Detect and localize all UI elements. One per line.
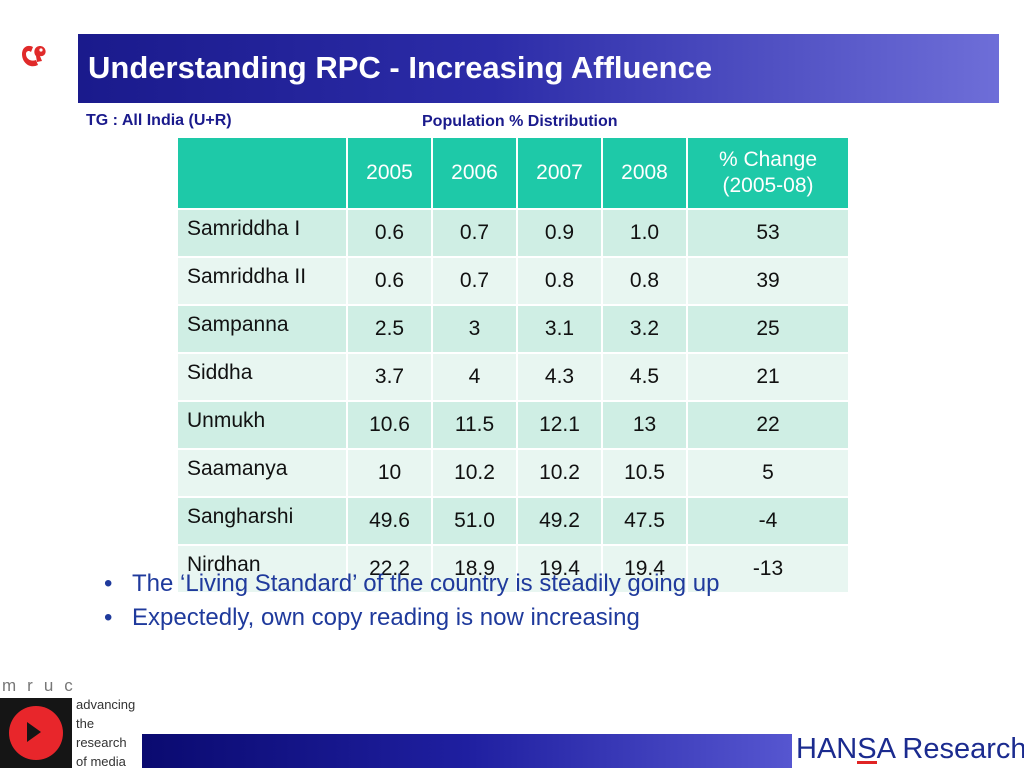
population-distribution-table: 2005 2006 2007 2008 % Change (2005-08) Sa… [176, 136, 850, 594]
tagline-line: research [76, 735, 127, 750]
header-cell-2008: 2008 [601, 136, 688, 210]
mruc-tagline: advancing the research of media [76, 695, 135, 771]
mruc-wordmark: mruc [2, 676, 84, 695]
value-cell: 0.6 [346, 208, 433, 258]
value-cell: 4.3 [516, 352, 603, 402]
change-cell: -13 [686, 544, 850, 594]
value-cell: 19.4 [601, 544, 688, 594]
segment-cell: Siddha [176, 352, 348, 402]
change-cell: 53 [686, 208, 850, 258]
bullet-item: • The ‘Living Standard’ of the country is… [104, 570, 719, 598]
header-cell-segment [176, 136, 348, 210]
value-cell: 0.8 [516, 256, 603, 306]
change-header-line-2: (2005-08) [722, 174, 814, 197]
value-cell: 10.2 [516, 448, 603, 498]
segment-cell: Sampanna [176, 304, 348, 354]
value-cell: 10.6 [346, 400, 433, 450]
value-cell: 0.7 [431, 256, 518, 306]
value-cell: 49.2 [516, 496, 603, 546]
segment-cell: Sangharshi [176, 496, 348, 546]
bullet-item: • Expectedly, own copy reading is now inc… [104, 604, 719, 632]
value-cell: 0.7 [431, 208, 518, 258]
table-row: Samriddha II 0.6 0.7 0.8 0.8 39 [176, 256, 850, 306]
change-cell: -4 [686, 496, 850, 546]
value-cell: 3.1 [516, 304, 603, 354]
value-cell: 49.6 [346, 496, 433, 546]
play-triangle-icon [27, 722, 41, 742]
slide-title: Understanding RPC - Increasing Affluence [88, 50, 713, 85]
bullet-list: • The ‘Living Standard’ of the country is… [104, 570, 719, 638]
header-cell-change: % Change (2005-08) [686, 136, 850, 210]
segment-cell: Samriddha I [176, 208, 348, 258]
header-cell-2005: 2005 [346, 136, 433, 210]
header-cell-2007: 2007 [516, 136, 603, 210]
value-cell: 10.5 [601, 448, 688, 498]
hansa-research-logo: HANSA Research [796, 733, 1024, 766]
table-row: Sangharshi 49.6 51.0 49.2 47.5 -4 [176, 496, 850, 546]
segment-cell: Saamanya [176, 448, 348, 498]
tagline-line: the [76, 716, 95, 731]
change-cell: 5 [686, 448, 850, 498]
value-cell: 4.5 [601, 352, 688, 402]
red-bird-logo-icon [22, 45, 46, 67]
table-row: Sampanna 2.5 3 3.1 3.2 25 [176, 304, 850, 354]
value-cell: 10 [346, 448, 433, 498]
footer-bar [142, 734, 792, 768]
change-cell: 25 [686, 304, 850, 354]
value-cell: 3 [431, 304, 518, 354]
table-caption: Population % Distribution [422, 113, 618, 130]
value-cell: 22.2 [346, 544, 433, 594]
value-cell: 11.5 [431, 400, 518, 450]
value-cell: 13 [601, 400, 688, 450]
change-cell: 39 [686, 256, 850, 306]
title-bar: Understanding RPC - Increasing Affluence [78, 34, 999, 103]
tagline-line: advancing [76, 697, 136, 712]
target-group-label: TG : All India (U+R) [86, 112, 232, 129]
value-cell: 3.2 [601, 304, 688, 354]
table-row: Siddha 3.7 4 4.3 4.5 21 [176, 352, 850, 402]
value-cell: 4 [431, 352, 518, 402]
value-cell: 0.9 [516, 208, 603, 258]
change-cell: 22 [686, 400, 850, 450]
value-cell: 18.9 [431, 544, 518, 594]
tagline-line: of media [76, 754, 126, 769]
bullet-text: Expectedly, own copy reading is now incr… [132, 604, 640, 631]
brand-part: HAN [796, 733, 858, 765]
value-cell: 10.2 [431, 448, 518, 498]
table-row: Nirdhan 22.2 18.9 19.4 19.4 -13 [176, 544, 850, 594]
segment-cell: Samriddha II [176, 256, 348, 306]
bullet-dot: • [104, 570, 113, 597]
segment-cell: Unmukh [176, 400, 348, 450]
change-cell: 21 [686, 352, 850, 402]
segment-cell: Nirdhan [176, 544, 348, 594]
header-cell-2006: 2006 [431, 136, 518, 210]
value-cell: 0.8 [601, 256, 688, 306]
value-cell: 3.7 [346, 352, 433, 402]
table-header-row: 2005 2006 2007 2008 % Change (2005-08) [176, 136, 850, 210]
value-cell: 2.5 [346, 304, 433, 354]
value-cell: 0.6 [346, 256, 433, 306]
change-header-line-1: % Change [718, 148, 818, 171]
value-cell: 51.0 [431, 496, 518, 546]
table-row: Samriddha I 0.6 0.7 0.9 1.0 53 [176, 208, 850, 258]
table-row: Saamanya 10 10.2 10.2 10.5 5 [176, 448, 850, 498]
brand-part: A Research [876, 733, 1024, 765]
value-cell: 19.4 [516, 544, 603, 594]
value-cell: 47.5 [601, 496, 688, 546]
brand-part-accent: S [857, 733, 877, 765]
bullet-text: The ‘Living Standard’ of the country is … [132, 570, 720, 597]
table-row: Unmukh 10.6 11.5 12.1 13 22 [176, 400, 850, 450]
bullet-dot: • [104, 604, 113, 631]
mruc-logo [0, 698, 72, 768]
value-cell: 1.0 [601, 208, 688, 258]
value-cell: 12.1 [516, 400, 603, 450]
